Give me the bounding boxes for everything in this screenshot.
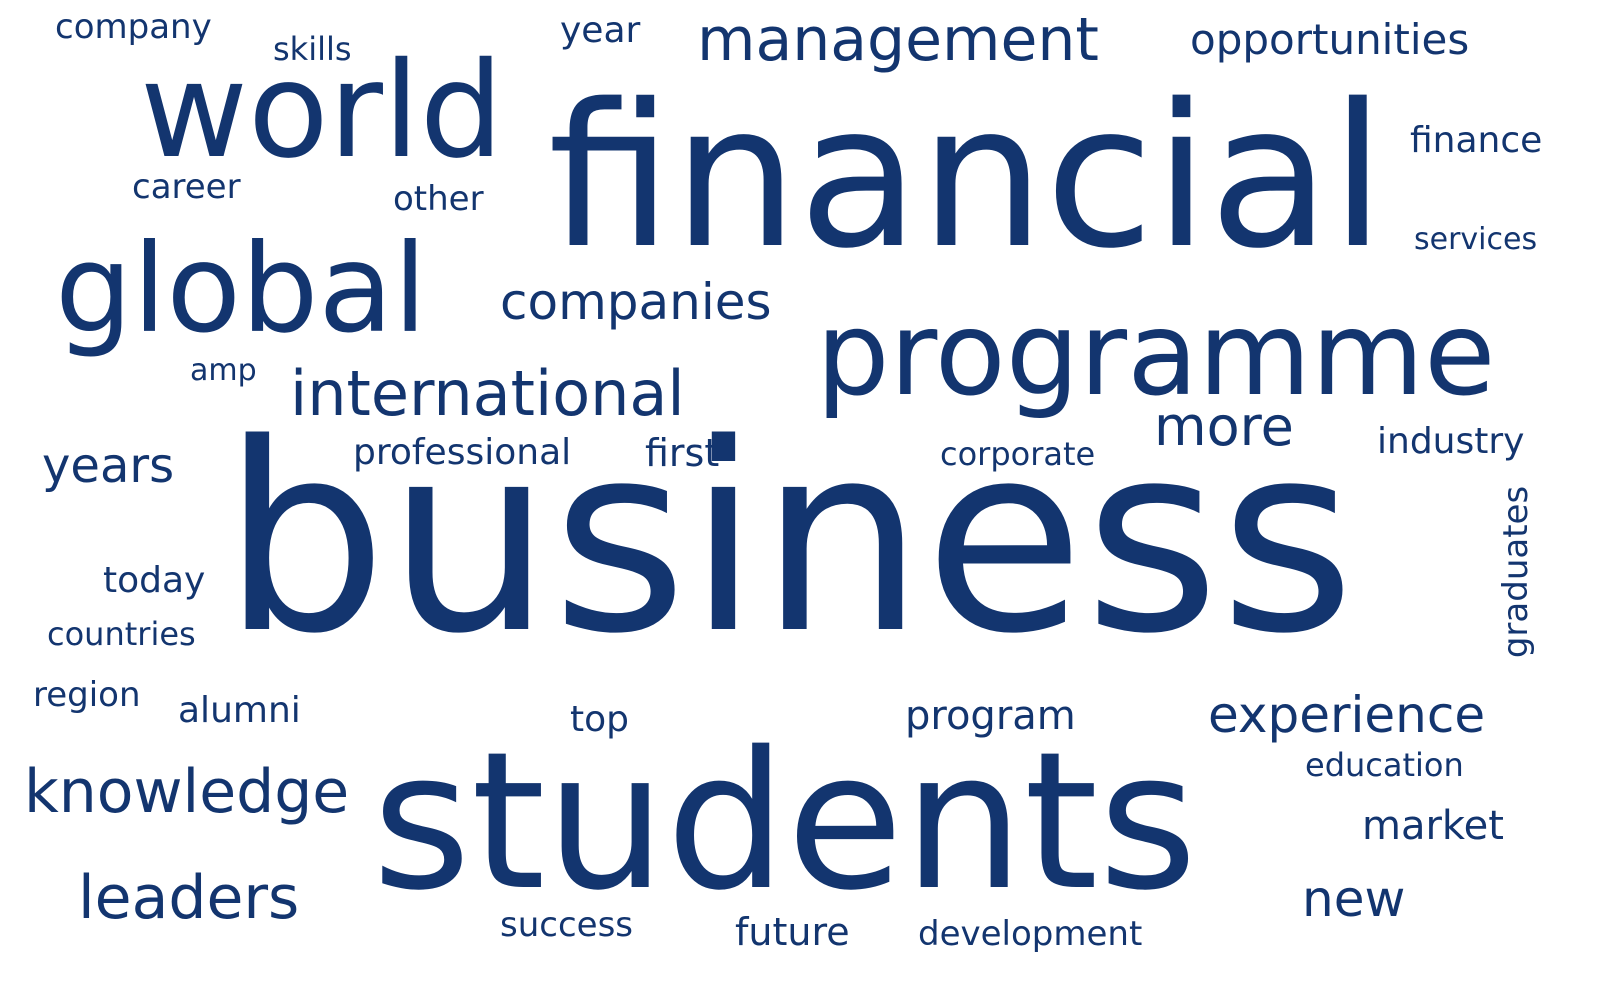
word-development: development — [918, 914, 1143, 954]
word-amp: amp — [190, 353, 257, 388]
word-region: region — [33, 675, 141, 715]
word-opportunities: opportunities — [1190, 15, 1470, 64]
word-today: today — [103, 560, 206, 601]
word-financial: financial — [548, 61, 1386, 292]
word-experience: experience — [1208, 686, 1486, 744]
word-future: future — [735, 910, 850, 954]
word-finance: finance — [1410, 120, 1543, 161]
word-education: education — [1305, 746, 1464, 784]
word-years: years — [42, 438, 175, 494]
word-success: success — [500, 905, 633, 945]
word-management: management — [697, 5, 1099, 75]
word-world: world — [140, 34, 504, 188]
word-global: global — [55, 218, 428, 360]
word-career: career — [132, 167, 241, 207]
word-more: more — [1154, 395, 1294, 458]
word-companies: companies — [500, 273, 772, 331]
word-company: company — [55, 7, 212, 47]
word-programme: programme — [816, 287, 1496, 422]
word-industry: industry — [1377, 421, 1525, 462]
word-other: other — [393, 179, 484, 219]
word-international: international — [290, 357, 685, 430]
word-alumni: alumni — [178, 690, 301, 731]
word-first: first — [645, 431, 720, 475]
word-new: new — [1302, 870, 1406, 928]
word-skills: skills — [273, 30, 352, 68]
word-program: program — [905, 693, 1076, 739]
word-market: market — [1362, 803, 1504, 849]
word-business: business — [222, 389, 1356, 691]
word-corporate: corporate — [940, 435, 1096, 473]
word-services: services — [1414, 222, 1538, 257]
word-leaders: leaders — [78, 863, 300, 933]
word-year: year — [560, 10, 641, 51]
word-professional: professional — [353, 432, 572, 473]
word-countries: countries — [47, 615, 196, 653]
word-knowledge: knowledge — [24, 757, 350, 827]
word-top: top — [570, 699, 629, 740]
word-students: students — [372, 711, 1198, 932]
word-graduates: graduates — [1496, 485, 1537, 659]
